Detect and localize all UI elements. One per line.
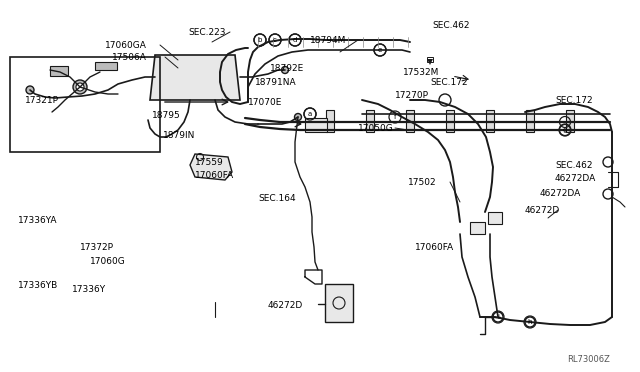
Text: 17060FA: 17060FA [415, 244, 454, 253]
Circle shape [76, 83, 84, 91]
Text: 17050G: 17050G [358, 124, 394, 132]
Text: SEC.462: SEC.462 [432, 20, 470, 29]
Bar [95, 62, 117, 70]
Text: 17321P: 17321P [25, 96, 59, 105]
Text: 46272D: 46272D [525, 205, 560, 215]
Text: a: a [308, 111, 312, 117]
Text: d: d [293, 37, 297, 43]
Text: 17336YB: 17336YB [18, 280, 58, 289]
Text: 17060GA: 17060GA [105, 41, 147, 49]
Text: 17506A: 17506A [112, 52, 147, 61]
Bar [446, 110, 454, 132]
Text: b: b [258, 37, 262, 43]
Polygon shape [150, 55, 240, 100]
Text: 46272D: 46272D [268, 301, 303, 310]
Text: g: g [563, 127, 567, 133]
Text: 46272DA: 46272DA [540, 189, 581, 198]
Polygon shape [190, 154, 232, 180]
Text: SEC.172: SEC.172 [430, 77, 468, 87]
Bar [566, 110, 574, 132]
Text: 17060G: 17060G [90, 257, 125, 266]
Text: 18791NA: 18791NA [255, 77, 296, 87]
Text: 18792E: 18792E [270, 64, 304, 73]
Text: 17060FA: 17060FA [195, 170, 234, 180]
Text: 17559: 17559 [195, 157, 224, 167]
Text: 17336YA: 17336YA [18, 215, 58, 224]
Text: 17336Y: 17336Y [72, 285, 106, 295]
Bar [488, 212, 502, 224]
Text: 17270P: 17270P [395, 90, 429, 99]
Text: 18794M: 18794M [310, 35, 346, 45]
Text: 18795: 18795 [152, 110, 180, 119]
Text: RL73006Z: RL73006Z [567, 356, 610, 365]
Bar [366, 110, 374, 132]
Text: c: c [273, 37, 277, 43]
Text: 17372P: 17372P [80, 244, 114, 253]
Circle shape [294, 113, 301, 121]
Bar [406, 110, 414, 132]
Bar [325, 284, 353, 322]
Bar [470, 222, 485, 234]
Bar [486, 110, 494, 132]
Bar [50, 66, 68, 76]
Text: i: i [497, 314, 499, 320]
Text: SEC.164: SEC.164 [258, 193, 296, 202]
Text: 46272DA: 46272DA [555, 173, 596, 183]
Text: SEC.462: SEC.462 [555, 160, 593, 170]
Bar [10, 57, 160, 152]
Text: 1879IN: 1879IN [163, 131, 195, 140]
Bar [526, 110, 534, 132]
Text: h: h [528, 319, 532, 325]
Text: SEC.172: SEC.172 [555, 96, 593, 105]
Bar [305, 118, 327, 132]
Bar [427, 57, 433, 62]
Text: 17502: 17502 [408, 177, 436, 186]
Circle shape [26, 86, 34, 94]
Text: f: f [394, 114, 396, 120]
Text: 17070E: 17070E [248, 97, 282, 106]
Text: SEC.223: SEC.223 [188, 28, 225, 36]
Circle shape [73, 80, 87, 94]
Circle shape [282, 67, 289, 74]
Text: e: e [378, 47, 382, 53]
Text: 17532M: 17532M [403, 67, 440, 77]
Bar [326, 110, 334, 132]
